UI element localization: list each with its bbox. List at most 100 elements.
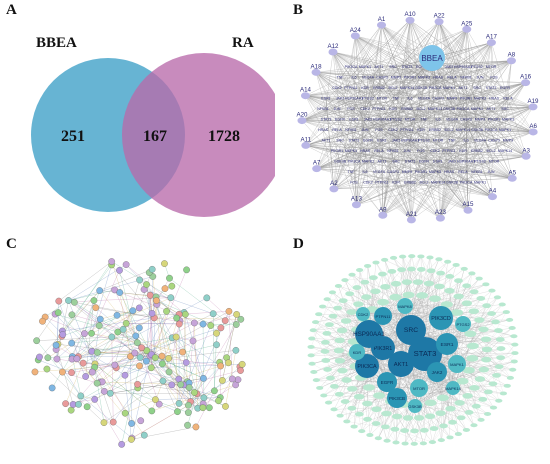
hub-edge bbox=[339, 387, 420, 395]
venn-label-bbea: BBEA bbox=[36, 35, 77, 51]
outer-gene-node bbox=[462, 283, 472, 289]
network-edge bbox=[332, 51, 352, 90]
network-edge bbox=[355, 35, 380, 111]
outer-gene-node bbox=[346, 309, 357, 315]
ppi-edge bbox=[137, 384, 195, 393]
hub-gene-node bbox=[410, 379, 428, 397]
hub-gene-node bbox=[455, 316, 471, 332]
target-gene-node: PIK3CA bbox=[485, 128, 498, 132]
ppi-node bbox=[161, 285, 169, 292]
target-gene-node: PTPN11 bbox=[372, 107, 385, 111]
network-edge bbox=[476, 172, 493, 197]
target-gene-node: AKT1 bbox=[322, 139, 331, 143]
ppi-edge bbox=[155, 397, 221, 400]
network-edge bbox=[367, 156, 527, 184]
ppi-edge bbox=[121, 365, 140, 445]
network-edge bbox=[507, 120, 534, 133]
ppi-edge bbox=[162, 362, 220, 365]
network-edge bbox=[465, 60, 512, 100]
target-gene-node: HRAS bbox=[433, 76, 444, 80]
ppi-node bbox=[174, 408, 181, 416]
outer-gene-node bbox=[361, 294, 372, 300]
target-gene-node: NFKB1 bbox=[471, 170, 483, 174]
target-gene-node: CASP3 bbox=[460, 118, 472, 122]
compound-node bbox=[311, 68, 321, 76]
network-edge bbox=[336, 42, 492, 153]
hub-gene-node bbox=[427, 362, 447, 382]
network-edge bbox=[316, 78, 383, 169]
outer-gene-node bbox=[310, 370, 318, 374]
outer-gene-node bbox=[343, 419, 351, 424]
network-edge bbox=[305, 95, 341, 163]
network-edge bbox=[315, 72, 380, 153]
target-gene-node: CASP3 bbox=[432, 97, 444, 101]
outer-gene-node bbox=[381, 410, 392, 417]
outer-gene-node bbox=[378, 271, 387, 277]
outer-gene-node bbox=[416, 266, 426, 272]
network-edge bbox=[420, 156, 527, 174]
network-edge bbox=[462, 29, 467, 90]
network-edge bbox=[356, 172, 492, 205]
hub-edge bbox=[395, 283, 398, 399]
outer-gene-node bbox=[323, 297, 331, 302]
outer-gene-node bbox=[352, 285, 362, 291]
ppi-node bbox=[82, 373, 89, 380]
ppi-node bbox=[168, 282, 176, 290]
outer-gene-node bbox=[389, 255, 398, 260]
hub-edge bbox=[457, 312, 513, 329]
network-edge bbox=[382, 130, 394, 216]
ppi-node bbox=[166, 274, 173, 282]
network-edge bbox=[316, 141, 509, 169]
outer-gene-node bbox=[426, 255, 434, 260]
network-edge bbox=[301, 78, 397, 121]
network-edge bbox=[431, 57, 467, 142]
compound-node bbox=[406, 216, 416, 224]
outer-gene-node bbox=[340, 399, 350, 405]
target-gene-node: FOS bbox=[490, 76, 498, 80]
network-edge bbox=[367, 57, 433, 163]
ppi-node bbox=[133, 339, 141, 346]
ppi-node bbox=[148, 407, 156, 415]
hub-gene-label: GSK3B bbox=[408, 404, 422, 409]
network-edge bbox=[325, 20, 411, 100]
ppi-edge bbox=[58, 261, 112, 302]
ppi-node bbox=[217, 362, 224, 370]
network-edge bbox=[355, 35, 464, 174]
ppi-edge bbox=[135, 297, 207, 337]
target-gene-node: RELA bbox=[374, 149, 384, 153]
ppi-node bbox=[116, 289, 124, 296]
network-edge bbox=[315, 72, 369, 163]
outer-gene-node bbox=[334, 337, 345, 344]
outer-gene-node bbox=[462, 393, 473, 399]
network-edge bbox=[465, 120, 527, 157]
ppi-node bbox=[191, 319, 198, 327]
ppi-node bbox=[91, 396, 99, 403]
ppi-node bbox=[109, 418, 117, 426]
target-gene-node: MTOR bbox=[405, 118, 416, 122]
target-gene-node: MAPK3 bbox=[474, 97, 486, 101]
outer-gene-node bbox=[444, 259, 452, 264]
target-gene-node: HRAS bbox=[318, 128, 329, 132]
hub-gene-label: PTGS2 bbox=[456, 322, 470, 327]
outer-gene-node bbox=[366, 433, 374, 438]
target-gene-node: PIK3CA bbox=[457, 107, 470, 111]
hub-edge bbox=[456, 264, 480, 279]
panel-b: B PIK3CAMAPK1AKT1SRCSTAT3EGFRESR1JAK2HSP… bbox=[275, 0, 550, 232]
outer-gene-node bbox=[333, 305, 343, 311]
outer-gene-node bbox=[429, 426, 439, 432]
target-gene-node: FOS bbox=[375, 128, 383, 132]
ppi-node bbox=[136, 362, 143, 370]
ppi-edge bbox=[54, 313, 92, 352]
target-gene-node: KDR bbox=[459, 149, 467, 153]
network-edge bbox=[381, 24, 506, 153]
network-edge bbox=[332, 51, 467, 79]
hub-edge bbox=[404, 284, 486, 307]
network-edge bbox=[406, 151, 527, 157]
network-edge bbox=[367, 25, 382, 121]
network-edge bbox=[316, 141, 453, 169]
ppi-node bbox=[79, 359, 87, 367]
outer-gene-node bbox=[312, 378, 320, 383]
network-edge bbox=[431, 57, 506, 111]
compound-node bbox=[521, 79, 531, 87]
outer-gene-node bbox=[391, 413, 403, 420]
